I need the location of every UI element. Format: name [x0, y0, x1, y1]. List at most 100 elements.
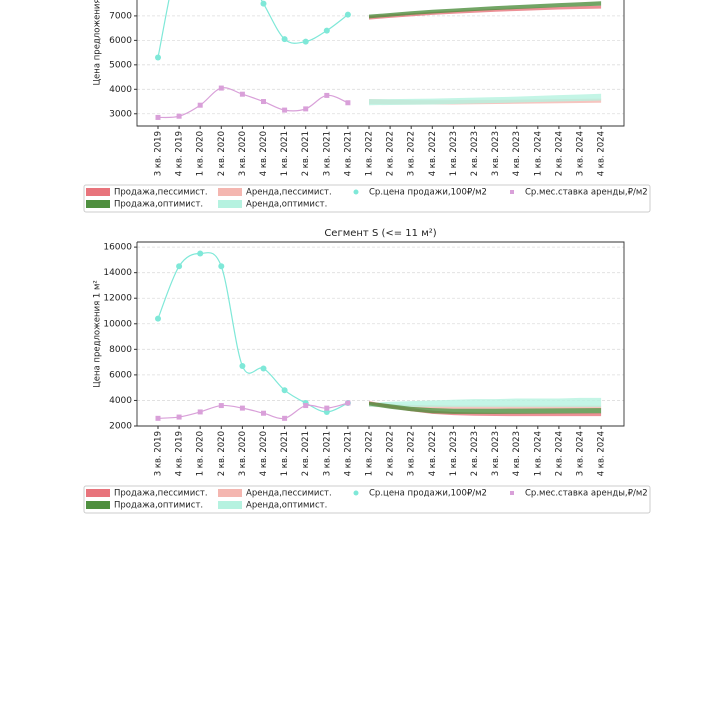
x-tick-label: 1 кв. 2020 [196, 431, 206, 476]
x-tick-label: 3 кв. 2023 [491, 131, 501, 176]
x-tick-label: 1 кв. 2023 [449, 431, 459, 476]
data-point [176, 414, 182, 420]
x-tick-label: 3 кв. 2022 [407, 431, 417, 476]
legend-swatch [510, 491, 514, 495]
x-tick-label: 4 кв. 2019 [175, 131, 185, 176]
data-point [218, 403, 224, 409]
data-point [282, 107, 288, 113]
x-tick-label: 1 кв. 2021 [280, 431, 290, 476]
legend-swatch [353, 189, 359, 195]
forecast-band [369, 1, 602, 19]
x-tick-label: 3 кв. 2023 [491, 431, 501, 476]
x-tick-label: 1 кв. 2024 [533, 431, 543, 476]
x-tick-label: 2 кв. 2024 [554, 431, 564, 476]
x-tick-label: 4 кв. 2021 [343, 431, 353, 476]
x-tick-label: 3 кв. 2019 [154, 431, 164, 476]
data-point [344, 11, 351, 18]
data-point [281, 387, 288, 394]
data-point [218, 263, 225, 270]
x-tick-label: 3 кв. 2024 [576, 431, 586, 476]
x-tick-label: 2 кв. 2020 [217, 131, 227, 176]
legend-label: Продажа,оптимист. [114, 200, 203, 210]
x-tick-label: 3 кв. 2021 [322, 431, 332, 476]
x-tick-label: 2 кв. 2024 [554, 131, 564, 176]
y-tick-label: 6000 [109, 36, 132, 46]
data-point [155, 54, 161, 61]
x-tick-label: 2 кв. 2021 [301, 131, 311, 176]
x-tick-label: 3 кв. 2022 [407, 131, 417, 176]
data-point [176, 113, 182, 119]
data-point [218, 85, 224, 91]
x-tick-label: 1 кв. 2024 [533, 131, 543, 176]
x-tick-label: 3 кв. 2020 [238, 131, 248, 176]
y-axis-label: Цена предложения [93, 0, 103, 86]
data-point [281, 36, 288, 43]
y-tick-label: 6000 [109, 370, 132, 380]
x-tick-label: 4 кв. 2019 [175, 431, 185, 476]
x-tick-label: 4 кв. 2024 [597, 131, 607, 176]
x-tick-label: 4 кв. 2021 [343, 131, 353, 176]
x-tick-label: 4 кв. 2023 [512, 431, 522, 476]
data-point [239, 91, 245, 97]
y-tick-label: 16000 [103, 243, 132, 253]
legend-label: Аренда,пессимист. [246, 489, 332, 499]
x-tick-label: 2 кв. 2023 [470, 431, 480, 476]
x-tick-label: 3 кв. 2019 [154, 131, 164, 176]
x-tick-label: 1 кв. 2021 [280, 131, 290, 176]
data-point [303, 106, 309, 112]
legend-label: Продажа,пессимист. [114, 188, 208, 198]
legend-swatch [218, 200, 242, 208]
y-tick-label: 4000 [109, 85, 132, 95]
data-point [261, 410, 266, 416]
data-point [197, 250, 204, 257]
x-tick-label: 2 кв. 2020 [217, 431, 227, 476]
data-point [282, 415, 288, 421]
legend-label: Ср.мес.ставка аренды,₽/м2 [525, 489, 648, 499]
x-tick-label: 4 кв. 2022 [428, 431, 438, 476]
x-tick-label: 4 кв. 2020 [259, 131, 269, 176]
legend-label: Ср.цена продажи,100₽/м2 [369, 489, 487, 499]
y-tick-label: 10000 [103, 319, 132, 329]
legend-swatch [218, 188, 242, 196]
legend-swatch [510, 190, 514, 194]
forecast-band [369, 93, 602, 106]
legend-label: Продажа,пессимист. [114, 489, 208, 499]
legend-swatch [218, 501, 242, 509]
data-point [324, 92, 330, 98]
x-tick-label: 2 кв. 2022 [386, 431, 396, 476]
data-point [323, 27, 330, 34]
data-point [302, 38, 309, 45]
y-tick-label: 14000 [103, 268, 132, 278]
legend-label: Аренда,оптимист. [246, 200, 327, 210]
y-tick-label: 8000 [109, 345, 132, 355]
plot-area [155, 250, 602, 421]
legend-swatch [86, 188, 110, 196]
y-tick-label: 4000 [109, 396, 132, 406]
legend-swatch [218, 489, 242, 497]
data-point [239, 405, 245, 411]
data-point [155, 415, 161, 421]
data-point [303, 403, 309, 409]
legend-swatch [86, 200, 110, 208]
y-tick-label: 2000 [109, 422, 132, 432]
y-tick-label: 12000 [103, 294, 132, 304]
legend-label: Продажа,оптимист. [114, 501, 203, 511]
y-tick-label: 7000 [109, 11, 132, 21]
data-point [260, 365, 267, 372]
chart-title: Сегмент S (<= 11 м²) [324, 228, 436, 239]
axes-frame [136, 0, 625, 127]
plot-area [155, 0, 602, 120]
series-line [157, 252, 349, 413]
data-point [155, 114, 161, 120]
y-tick-label: 5000 [109, 60, 132, 70]
data-point [197, 409, 203, 415]
legend-swatch [353, 490, 359, 496]
data-point [261, 99, 266, 105]
x-tick-label: 2 кв. 2021 [301, 431, 311, 476]
x-tick-label: 1 кв. 2022 [365, 431, 375, 476]
forecast-band [369, 5, 602, 20]
x-tick-label: 2 кв. 2022 [386, 131, 396, 176]
data-point [345, 100, 351, 106]
legend-label: Ср.мес.ставка аренды,₽/м2 [525, 188, 648, 198]
